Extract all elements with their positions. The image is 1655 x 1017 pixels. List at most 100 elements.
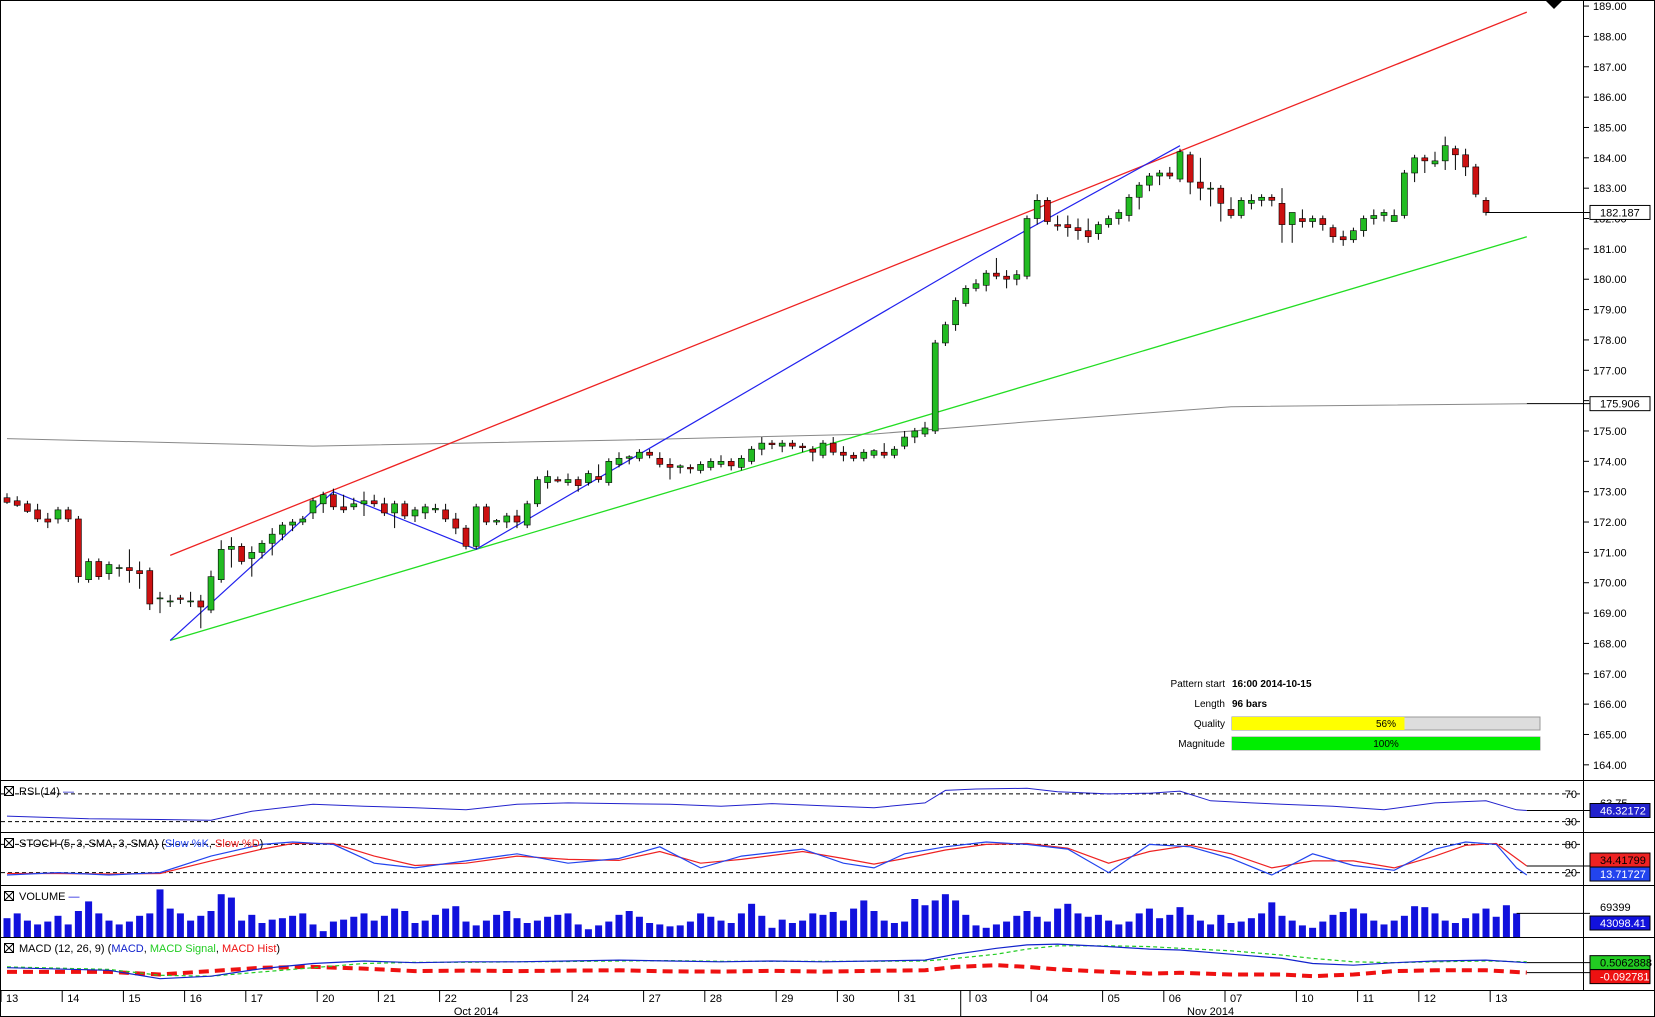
candle xyxy=(207,570,215,614)
volume-bar xyxy=(156,889,164,937)
candle-body xyxy=(309,500,317,514)
candle-body xyxy=(156,597,164,600)
volume-bar xyxy=(95,913,103,937)
y-tick-label: 171.00 xyxy=(1593,547,1627,559)
x-day-label: 24 xyxy=(577,993,589,1005)
candle-body xyxy=(1299,218,1306,222)
volume-bar xyxy=(472,925,480,937)
candle xyxy=(330,488,337,510)
volume-bar xyxy=(533,920,541,937)
candle xyxy=(1023,215,1031,280)
volume-bar xyxy=(544,916,552,937)
candle xyxy=(34,503,41,523)
macd-legend-signal: MACD Signal xyxy=(150,943,216,955)
candle xyxy=(921,421,929,438)
volume-mid-label: 69399 xyxy=(1600,902,1631,914)
panel-title: STOCH (5, 3, SMA, 3, SMA) (Slow %K, Slow… xyxy=(19,838,263,850)
volume-bar xyxy=(523,923,531,937)
x-day-label: 04 xyxy=(1036,993,1048,1005)
volume-bar xyxy=(1502,905,1510,937)
candle-body xyxy=(381,503,388,514)
volume-bar xyxy=(666,926,674,937)
volume-bar xyxy=(217,894,225,937)
candle-body xyxy=(1431,160,1439,165)
pattern-length-value: 96 bars xyxy=(1232,699,1267,710)
volume-bar xyxy=(788,923,796,937)
x-day-label: 17 xyxy=(251,993,263,1005)
candle xyxy=(1278,188,1286,243)
candle-body xyxy=(279,524,286,535)
candle-body xyxy=(1380,212,1388,216)
x-day-label: 22 xyxy=(445,993,457,1005)
volume-bar xyxy=(574,924,582,937)
candle xyxy=(360,491,368,516)
candle xyxy=(452,512,460,535)
candle-body xyxy=(1441,145,1449,162)
candle-body xyxy=(809,448,817,453)
candle-body xyxy=(1207,187,1214,190)
volume-bar xyxy=(391,908,399,937)
candle xyxy=(911,427,919,444)
candle xyxy=(1401,169,1408,219)
rsi-level-label: 70 xyxy=(1565,789,1577,801)
volume-bar xyxy=(146,913,154,937)
y-tick-label: 165.00 xyxy=(1593,729,1627,741)
candle-body xyxy=(574,479,582,486)
candle xyxy=(993,257,1000,280)
volume-value-label-badge xyxy=(1589,915,1651,931)
candle-body xyxy=(840,451,847,456)
volume-bar xyxy=(1278,915,1286,937)
volume-bar xyxy=(595,925,603,937)
pattern-info-label: Pattern start xyxy=(1171,679,1226,690)
candle xyxy=(340,494,347,513)
stoch-k-value-label: 13.71727 xyxy=(1600,869,1646,881)
candle xyxy=(483,503,490,526)
candle xyxy=(1380,209,1388,222)
volume-bar xyxy=(1227,923,1235,937)
volume-bar xyxy=(1033,916,1041,937)
candle xyxy=(1064,215,1072,237)
scroll-marker-icon xyxy=(1546,1,1562,9)
candle-body xyxy=(952,300,959,326)
volume-bar xyxy=(850,908,858,937)
candle-body xyxy=(95,561,103,577)
candle-body xyxy=(1217,187,1225,204)
volume-bar xyxy=(717,920,725,937)
candle-body xyxy=(105,564,113,574)
candle-body xyxy=(738,457,745,468)
candle-body xyxy=(411,509,419,517)
candle-body xyxy=(625,456,633,459)
volume-bar xyxy=(635,916,643,937)
volume-bar xyxy=(227,897,235,937)
y-tick-label: 178.00 xyxy=(1593,335,1627,347)
volume-bar xyxy=(1105,920,1113,937)
volume-bar xyxy=(952,900,960,937)
macd-title-sep: , xyxy=(216,943,222,955)
volume-bar xyxy=(1023,911,1031,937)
support-line xyxy=(170,236,1527,642)
volume-bar xyxy=(319,931,327,937)
candle xyxy=(1350,227,1357,243)
candle xyxy=(789,440,796,450)
candle-body xyxy=(942,324,949,344)
volume-bar xyxy=(187,920,195,937)
resistance-line xyxy=(169,11,1528,557)
volume-bar xyxy=(564,913,572,937)
candle-body xyxy=(880,451,888,456)
candle xyxy=(44,512,52,529)
candle-body xyxy=(1125,196,1133,216)
volume-bar xyxy=(289,915,297,937)
ma-value-label: 175.906 xyxy=(1600,399,1640,411)
macd-hist-value-label-badge xyxy=(1589,969,1651,985)
candle xyxy=(1248,194,1255,210)
candle-body xyxy=(636,451,643,459)
macd-legend-hist: MACD Hist xyxy=(222,943,276,955)
candle-body xyxy=(268,533,276,544)
candle-body xyxy=(676,465,684,468)
volume-bar xyxy=(105,920,113,937)
candle-body xyxy=(870,450,878,456)
candle-body xyxy=(1339,236,1347,241)
candle xyxy=(1462,148,1469,177)
